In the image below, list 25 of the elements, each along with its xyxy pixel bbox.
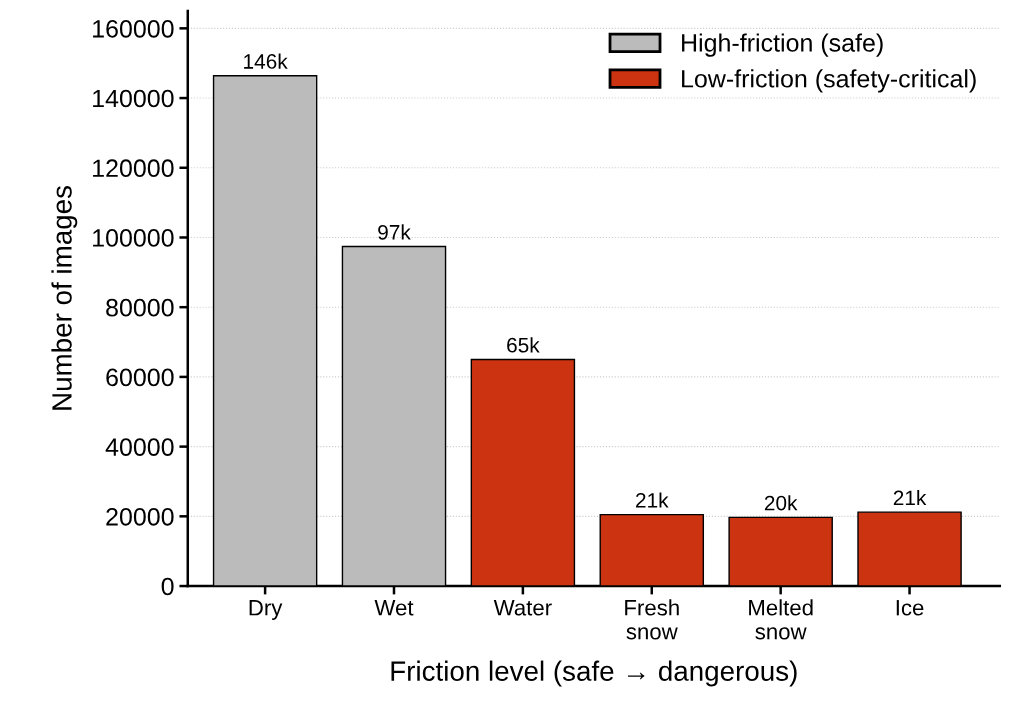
legend-label: Low-friction (safety-critical) bbox=[682, 69, 976, 93]
y-tick-label: 100000 bbox=[93, 229, 174, 247]
x-tick-label: Wet bbox=[374, 600, 414, 616]
x-tick-label: Ice bbox=[896, 600, 924, 616]
x-tick-label: Fresh snow bbox=[625, 599, 679, 640]
data-label: 21k bbox=[636, 492, 669, 508]
y-tick-label: 20000 bbox=[106, 507, 174, 526]
x-tick-label: Melted snow bbox=[749, 599, 813, 640]
x-tick-label: Dry bbox=[249, 600, 283, 620]
data-label: 65k bbox=[507, 337, 540, 353]
data-label: 146k bbox=[244, 53, 288, 69]
y-tick-label: 160000 bbox=[93, 19, 174, 38]
y-tick-label: 40000 bbox=[105, 438, 174, 456]
x-tick-label: Water bbox=[493, 600, 552, 616]
data-label: 97k bbox=[378, 224, 411, 240]
y-tick-label: 140000 bbox=[93, 89, 174, 108]
y-tick-label: 60000 bbox=[106, 368, 174, 387]
data-label: 21k bbox=[893, 489, 927, 506]
legend-label: High-friction (safe) bbox=[682, 33, 883, 57]
y-tick-label: 80000 bbox=[106, 298, 174, 317]
y-tick-label: 120000 bbox=[93, 159, 174, 178]
y-axis-title: Number of images bbox=[51, 186, 78, 410]
y-tick-label: 0 bbox=[161, 577, 174, 596]
x-axis-title: Friction level (safe → dangerous) bbox=[391, 660, 797, 687]
data-label: 20k bbox=[764, 495, 798, 511]
